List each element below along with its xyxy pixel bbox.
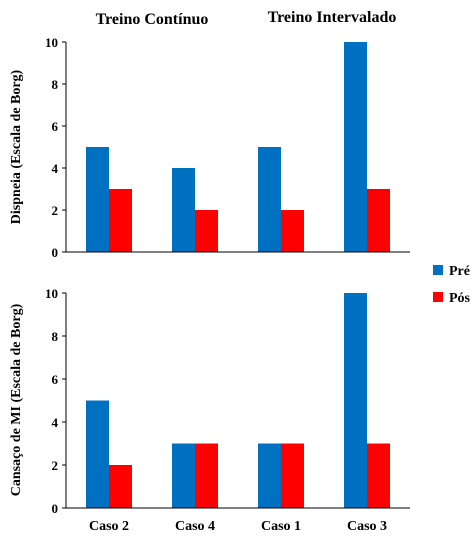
- chart-0-ytick-label-3: 6: [52, 119, 59, 134]
- chart-0-bar-pos-2: [281, 210, 304, 252]
- chart-0-ytick-label-0: 0: [52, 245, 59, 260]
- chart-1-category-label-3: Caso 3: [347, 519, 387, 534]
- chart-dispneia: Dispneia (Escala de Borg) 0 2 4 6 8 10: [9, 35, 410, 260]
- chart-1-ytick-label-0: 0: [52, 501, 59, 516]
- chart-0-ytick-label-2: 4: [52, 161, 59, 176]
- chart-1-bar-pos-1: [195, 443, 218, 508]
- group-title-intervalado: Treino Intervalado: [268, 9, 397, 26]
- chart-1-bar-pos-3: [367, 443, 390, 508]
- chart-1-bar-pos-0: [109, 465, 132, 508]
- chart-1-ytick-label-4: 8: [52, 329, 59, 344]
- chart-0-bar-pre-3: [344, 42, 367, 252]
- legend: Pré Pós: [433, 264, 471, 306]
- chart-1-ytick-label-3: 6: [52, 372, 59, 387]
- chart-0-bar-pre-2: [258, 147, 281, 252]
- chart-1-bar-pos-2: [281, 443, 304, 508]
- chart-cansaco: Cansaço de MI (Escala de Borg) 0 2 4 6 8 10 Cas…: [9, 286, 410, 534]
- legend-label-pre: Pré: [449, 264, 470, 279]
- legend-swatch-pos: [433, 292, 443, 302]
- chart-1-ytick-label-1: 2: [52, 458, 59, 473]
- chart-1-category-label-1: Caso 4: [175, 519, 215, 534]
- chart-1-bar-pre-0: [86, 400, 109, 508]
- chart-1-ytick-label-5: 10: [45, 286, 58, 301]
- chart-1-bar-pre-1: [172, 443, 195, 508]
- chart-0-ytick-label-4: 8: [52, 77, 59, 92]
- legend-swatch-pre: [433, 265, 443, 275]
- group-title-continuo: Treino Contínuo: [96, 11, 209, 28]
- chart-1-category-label-0: Caso 2: [89, 519, 129, 534]
- chart-1-ytick-label-2: 4: [52, 415, 59, 430]
- chart-1-bar-pre-2: [258, 443, 281, 508]
- chart-0-bar-pre-0: [86, 147, 109, 252]
- chart-0-ylabel: Dispneia (Escala de Borg): [9, 69, 24, 224]
- chart-0-bar-pos-0: [109, 189, 132, 252]
- chart-0-ytick-label-1: 2: [52, 203, 59, 218]
- chart-1-bar-pre-3: [344, 293, 367, 508]
- legend-label-pos: Pós: [449, 291, 471, 306]
- chart-0-bar-pos-1: [195, 210, 218, 252]
- chart-0-ytick-label-5: 10: [45, 35, 58, 50]
- chart-1-ylabel: Cansaço de MI (Escala de Borg): [9, 303, 24, 496]
- chart-1-category-label-2: Caso 1: [261, 519, 301, 534]
- chart-0-bar-pre-1: [172, 168, 195, 252]
- chart-0-bar-pos-3: [367, 189, 390, 252]
